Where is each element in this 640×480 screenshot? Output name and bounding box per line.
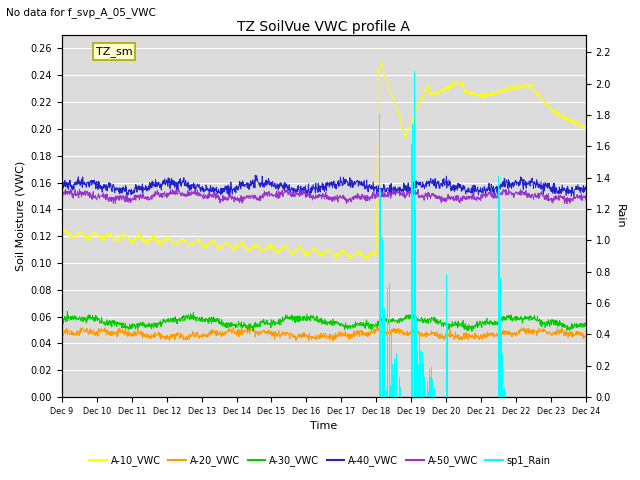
Bar [414, 71, 415, 397]
Bar [420, 350, 421, 397]
Bar [445, 275, 447, 397]
Bar [384, 308, 385, 397]
Bar [412, 387, 413, 397]
Bar [423, 362, 424, 397]
Bar [417, 377, 418, 397]
Bar [424, 377, 425, 397]
Bar [416, 390, 417, 397]
Text: TZ_sm: TZ_sm [96, 46, 132, 57]
Bar [385, 273, 387, 397]
Bar [416, 317, 417, 397]
Bar [390, 386, 391, 397]
Bar [419, 376, 420, 397]
Text: No data for f_svp_A_05_VWC: No data for f_svp_A_05_VWC [6, 7, 156, 18]
Bar [396, 353, 397, 397]
X-axis label: Time: Time [310, 421, 337, 432]
Bar [433, 388, 435, 397]
Title: TZ SoilVue VWC profile A: TZ SoilVue VWC profile A [237, 20, 410, 34]
Bar [425, 388, 426, 397]
Bar [386, 390, 387, 397]
Bar [503, 388, 504, 397]
Bar [501, 335, 502, 397]
Bar [397, 364, 399, 397]
Bar [415, 209, 416, 397]
Bar [498, 176, 499, 397]
Bar [417, 352, 418, 397]
Legend: A-10_VWC, A-20_VWC, A-30_VWC, A-40_VWC, A-50_VWC, sp1_Rain: A-10_VWC, A-20_VWC, A-30_VWC, A-40_VWC, … [85, 452, 555, 470]
Bar [380, 189, 381, 397]
Bar [393, 375, 394, 397]
Bar [446, 290, 447, 397]
Bar [413, 118, 415, 397]
Bar [446, 389, 447, 397]
Bar [430, 377, 431, 397]
Bar [383, 312, 384, 397]
Bar [394, 358, 395, 397]
Bar [419, 333, 420, 397]
Bar [429, 369, 430, 397]
Bar [394, 393, 395, 397]
Bar [400, 391, 401, 397]
Bar [387, 288, 388, 397]
Bar [428, 391, 429, 397]
Bar [412, 124, 413, 397]
Bar [501, 396, 502, 397]
Bar [390, 331, 392, 397]
Bar [382, 237, 383, 397]
Bar [502, 370, 503, 397]
Bar [431, 367, 432, 397]
Bar [392, 364, 394, 397]
Y-axis label: Rain: Rain [615, 204, 625, 228]
Bar [379, 114, 380, 397]
Bar [382, 360, 383, 397]
Bar [447, 325, 449, 397]
Bar [433, 396, 434, 397]
Bar [504, 391, 506, 397]
Y-axis label: Soil Moisture (VWC): Soil Moisture (VWC) [15, 161, 25, 271]
Bar [499, 188, 500, 397]
Bar [422, 352, 423, 397]
Bar [389, 283, 390, 397]
Bar [504, 387, 505, 397]
Bar [502, 392, 503, 397]
